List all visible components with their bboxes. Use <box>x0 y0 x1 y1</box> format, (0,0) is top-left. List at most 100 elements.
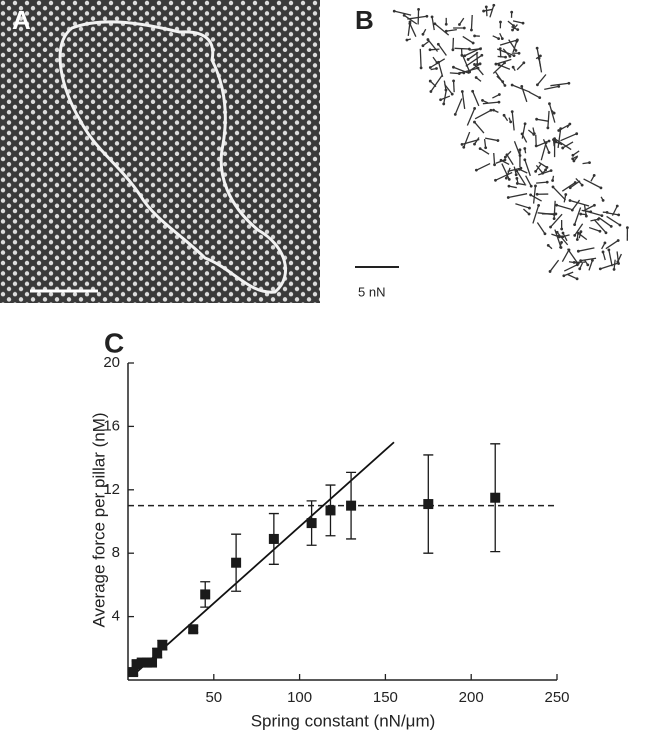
arrow-head <box>481 99 484 102</box>
arrow-head <box>556 231 559 234</box>
arrow-head <box>535 118 538 121</box>
arrow-head <box>524 122 527 125</box>
panel-label: B <box>355 5 374 35</box>
arrow-head <box>515 177 518 180</box>
force-arrow <box>512 112 514 131</box>
arrow-head <box>409 20 412 23</box>
arrow-head <box>512 24 515 27</box>
arrow-head <box>538 96 541 99</box>
data-point <box>325 505 335 515</box>
arrow-head <box>451 93 454 96</box>
arrow-head <box>575 132 578 135</box>
pillar-array <box>0 0 320 303</box>
arrow-head <box>518 52 521 55</box>
force-arrow <box>557 205 571 209</box>
force-arrow <box>475 64 484 74</box>
arrow-head <box>495 63 498 66</box>
fit-line <box>133 442 394 675</box>
arrow-head <box>393 10 396 13</box>
arrow-head <box>546 181 549 184</box>
arrow-head <box>429 48 432 51</box>
arrow-head <box>599 230 602 233</box>
force-arrow <box>533 205 539 223</box>
force-arrow <box>450 73 459 74</box>
arrow-head <box>599 267 602 270</box>
x-tick-label: 250 <box>544 689 569 706</box>
x-axis-label: Spring constant (nN/μm) <box>251 711 436 730</box>
force-arrow <box>474 122 483 133</box>
force-arrow <box>503 49 510 57</box>
data-point <box>157 640 167 650</box>
arrow-head <box>505 177 508 180</box>
arrow-head <box>492 4 495 7</box>
arrow-head <box>480 54 483 57</box>
force-arrow <box>486 7 487 16</box>
arrow-head <box>473 107 476 110</box>
arrow-head <box>406 39 409 42</box>
force-arrow <box>536 182 547 183</box>
arrow-head <box>427 38 430 41</box>
force-scale-label: 5 nN <box>358 284 385 299</box>
force-arrow <box>473 91 479 106</box>
arrow-head <box>536 47 539 50</box>
arrow-head <box>617 213 620 216</box>
force-arrow <box>446 30 457 31</box>
arrow-head <box>560 246 563 249</box>
arrow-head <box>442 103 445 106</box>
arrow-head <box>513 54 516 57</box>
arrow-head <box>562 232 565 235</box>
arrow-head <box>519 148 522 151</box>
arrow-head <box>561 147 564 150</box>
force-arrow <box>463 36 473 43</box>
force-arrow <box>444 90 447 104</box>
data-point <box>188 624 198 634</box>
arrow-head <box>508 185 511 188</box>
arrow-head <box>544 168 547 171</box>
force-arrow <box>515 204 529 208</box>
arrow-head <box>504 56 507 59</box>
force-arrow <box>455 99 462 115</box>
arrow-head <box>562 274 565 277</box>
arrow-head <box>574 181 577 184</box>
force-arrow <box>453 38 454 50</box>
x-tick-label: 200 <box>459 689 484 706</box>
data-point <box>200 589 210 599</box>
arrow-head <box>553 112 556 115</box>
force-field <box>393 4 629 280</box>
force-arrow <box>553 187 566 200</box>
arrow-head <box>504 156 507 159</box>
arrow-head <box>458 23 461 26</box>
arrow-head <box>479 47 482 50</box>
arrow-head <box>539 54 542 57</box>
arrow-head <box>572 154 575 157</box>
arrow-head <box>532 133 535 136</box>
arrow-head <box>617 262 620 265</box>
arrow-head <box>605 231 608 234</box>
y-tick-label: 12 <box>103 481 120 498</box>
arrow-head <box>536 83 539 86</box>
force-arrow <box>469 49 480 50</box>
arrow-head <box>471 90 474 93</box>
force-arrow <box>575 208 581 225</box>
force-arrow <box>462 92 464 109</box>
force-arrow <box>578 248 594 251</box>
arrow-head <box>463 27 466 30</box>
force-arrow <box>517 63 524 70</box>
arrow-head <box>601 214 604 217</box>
arrow-head <box>516 39 519 42</box>
arrow-head <box>475 76 478 79</box>
arrow-head <box>516 28 519 31</box>
arrow-head <box>477 67 480 70</box>
arrow-head <box>433 22 436 25</box>
arrow-head <box>431 15 434 18</box>
force-arrow <box>537 119 549 121</box>
arrow-head <box>473 63 476 66</box>
arrow-head <box>417 8 420 11</box>
arrow-head <box>515 169 518 172</box>
arrow-head <box>515 173 518 176</box>
arrow-head <box>553 213 556 216</box>
arrow-head <box>500 159 503 162</box>
force-arrow <box>561 134 577 141</box>
force-arrow <box>522 86 527 101</box>
arrow-head <box>564 193 567 196</box>
